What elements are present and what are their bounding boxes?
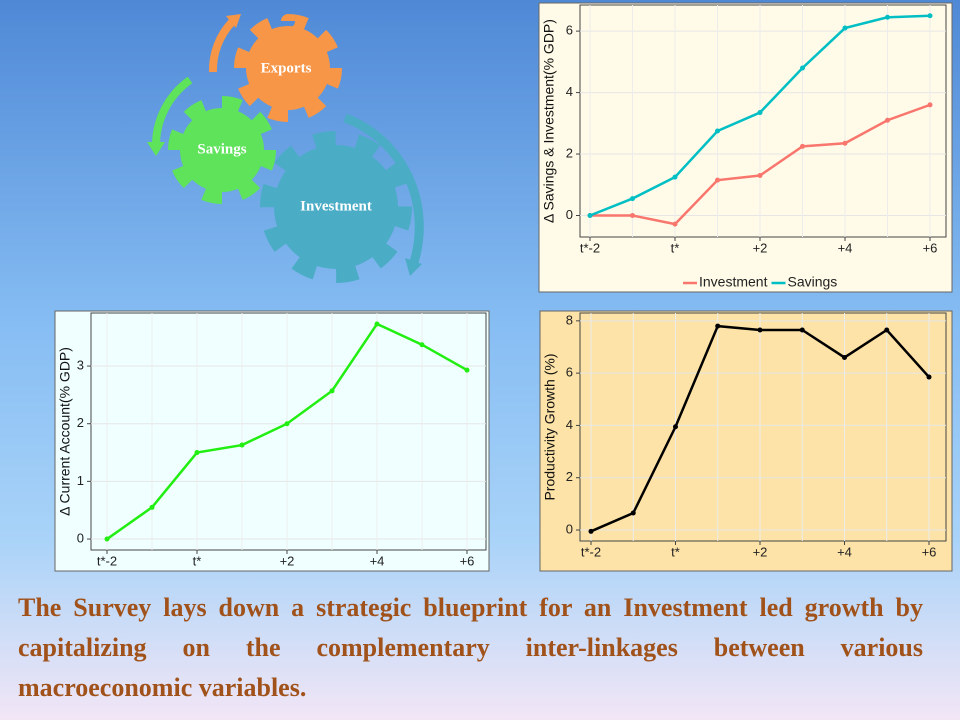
point	[239, 442, 245, 448]
arrow-head	[226, 14, 241, 28]
arrow-head	[405, 258, 422, 276]
gear	[180, 108, 264, 192]
x-tick-label: t*	[671, 240, 680, 255]
gear-teeth	[260, 131, 412, 283]
y-tick-label: 3	[77, 357, 84, 372]
point	[587, 212, 593, 218]
y-axis-label: Δ Current Account(% GDP)	[57, 347, 73, 516]
y-axis-label: Δ Savings & Investment(% GDP)	[541, 19, 557, 223]
point	[672, 221, 678, 227]
x-tick-label: +4	[370, 553, 385, 568]
y-tick-label: 4	[566, 84, 573, 99]
y-tick-label: 2	[77, 415, 84, 430]
gear-label: Investment	[300, 198, 372, 214]
charts: Exports Savings Investment 0 2 4 6 t*-2 t* +2 +…	[54, 2, 953, 572]
x-tick-label: +2	[753, 544, 768, 559]
point	[927, 13, 933, 19]
y-tick-label: 0	[77, 530, 84, 545]
point	[630, 196, 635, 202]
plot-area	[579, 4, 947, 238]
y-axis-label: Productivity Growth (%)	[542, 353, 558, 500]
legend-label: Savings	[787, 274, 837, 290]
gear	[274, 145, 398, 269]
x-tick-label: t*-2	[580, 240, 600, 255]
point	[757, 327, 763, 333]
caption: The Survey lays down a strategic bluepri…	[18, 593, 923, 702]
point	[149, 504, 155, 510]
x-tick-label: +4	[837, 544, 852, 559]
arrow	[208, 19, 236, 73]
x-tick-label: +6	[922, 544, 937, 559]
point	[715, 323, 721, 329]
y-tick-label: 4	[566, 417, 573, 432]
point	[842, 25, 848, 31]
x-tick-label: +6	[923, 240, 938, 255]
x-tick-label: +2	[280, 553, 295, 568]
y-tick-label: 2	[566, 145, 573, 160]
y-tick-label: 6	[566, 23, 573, 38]
plot-area	[90, 312, 487, 551]
point	[194, 450, 200, 456]
arrow	[152, 76, 193, 146]
x-tick-label: +2	[753, 240, 768, 255]
gear-diagram: Exports Savings Investment	[147, 14, 424, 283]
gear-label: Savings	[197, 141, 246, 157]
point	[588, 528, 594, 534]
y-tick-label: 0	[566, 521, 573, 536]
legend-label: Investment	[699, 274, 768, 290]
point	[715, 128, 720, 134]
point	[329, 388, 335, 394]
gear-label: Exports	[261, 60, 312, 76]
point	[419, 342, 425, 348]
chart-frame	[54, 310, 490, 572]
chart-frame	[538, 2, 953, 293]
point	[104, 536, 110, 542]
point	[885, 14, 890, 20]
chart-frame	[539, 310, 953, 572]
point	[374, 321, 380, 327]
x-tick-label: +4	[838, 240, 853, 255]
gear	[246, 26, 330, 110]
gear-teeth	[168, 96, 276, 204]
point	[757, 173, 763, 179]
y-tick-label: 0	[566, 207, 573, 222]
point	[799, 327, 805, 333]
point	[757, 110, 763, 116]
y-tick-label: 2	[566, 469, 573, 484]
x-tick-label: t*	[671, 544, 680, 559]
plot-area	[579, 312, 947, 542]
point	[672, 174, 678, 180]
point	[630, 212, 635, 218]
y-tick-label: 1	[77, 473, 84, 488]
point	[630, 510, 636, 516]
y-tick-label: 6	[566, 365, 573, 380]
point	[800, 65, 805, 71]
point	[884, 327, 890, 333]
y-tick-label: 8	[566, 312, 573, 327]
gear-teeth	[234, 14, 342, 122]
point	[800, 143, 805, 149]
point	[926, 374, 932, 380]
x-tick-label: t*	[193, 553, 202, 568]
point	[927, 102, 933, 108]
x-tick-label: t*-2	[581, 544, 601, 559]
point	[673, 424, 678, 430]
arrow	[343, 113, 424, 264]
arrow-head	[147, 142, 165, 156]
point	[464, 367, 470, 373]
point	[284, 421, 290, 427]
point	[715, 177, 720, 183]
point	[885, 117, 890, 123]
point	[842, 140, 848, 146]
point	[842, 354, 847, 360]
x-tick-label: t*-2	[97, 553, 117, 568]
x-tick-label: +6	[460, 553, 475, 568]
